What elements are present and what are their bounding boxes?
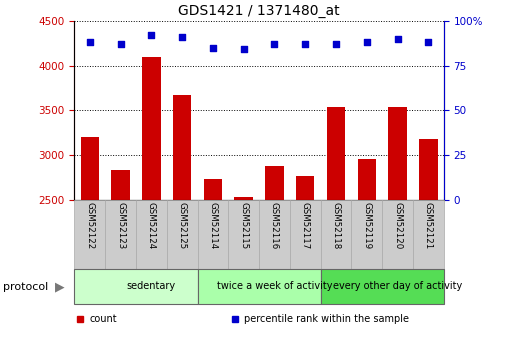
Title: GDS1421 / 1371480_at: GDS1421 / 1371480_at (178, 4, 340, 18)
Point (424, 39, 432, 45)
Bar (74, 200, 105, 269)
Bar (321, 200, 351, 269)
Text: GSM52118: GSM52118 (331, 202, 341, 249)
Text: count: count (89, 314, 117, 324)
Point (147, 32, 155, 38)
Bar (204, 179, 222, 345)
Bar (296, 176, 314, 345)
Point (393, 36, 402, 41)
Bar (327, 107, 345, 345)
Text: every other day of activity: every other day of activity (333, 282, 462, 291)
Text: sedentary: sedentary (127, 282, 176, 291)
Text: GSM52120: GSM52120 (393, 202, 402, 249)
Point (178, 34, 186, 40)
Bar (351, 200, 382, 269)
Bar (234, 197, 253, 345)
Bar (388, 107, 407, 345)
Point (301, 41, 309, 47)
Bar (74, 269, 198, 304)
Bar (167, 200, 198, 269)
Text: GSM52123: GSM52123 (116, 202, 125, 249)
Text: GSM52125: GSM52125 (177, 202, 187, 249)
Text: twice a week of activity: twice a week of activity (216, 282, 332, 291)
Bar (321, 269, 444, 304)
Bar (358, 159, 376, 345)
Point (332, 41, 340, 47)
Bar (111, 170, 130, 345)
Bar (265, 166, 284, 345)
Text: GSM52121: GSM52121 (424, 202, 433, 249)
Bar (105, 200, 136, 269)
Text: protocol: protocol (3, 282, 48, 292)
Bar (136, 200, 167, 269)
Text: GSM52122: GSM52122 (85, 202, 94, 249)
Point (209, 45, 217, 50)
Bar (81, 137, 99, 345)
Point (363, 39, 371, 45)
Point (270, 41, 279, 47)
Bar (290, 200, 321, 269)
Point (116, 41, 125, 47)
Bar (142, 57, 161, 345)
Text: percentile rank within the sample: percentile rank within the sample (244, 314, 409, 324)
Text: GSM52124: GSM52124 (147, 202, 156, 249)
Bar (228, 200, 259, 269)
Bar (198, 269, 321, 304)
Bar (413, 200, 444, 269)
Bar (419, 139, 438, 345)
Text: GSM52115: GSM52115 (239, 202, 248, 249)
Bar (382, 200, 413, 269)
Text: GSM52116: GSM52116 (270, 202, 279, 249)
Text: GSM52117: GSM52117 (301, 202, 310, 249)
Point (240, 47, 248, 52)
Text: GSM52119: GSM52119 (362, 202, 371, 249)
Text: GSM52114: GSM52114 (208, 202, 218, 249)
Bar (173, 95, 191, 345)
Bar (259, 200, 290, 269)
Bar (198, 200, 228, 269)
Text: ▶: ▶ (55, 280, 65, 294)
Point (86, 39, 94, 45)
